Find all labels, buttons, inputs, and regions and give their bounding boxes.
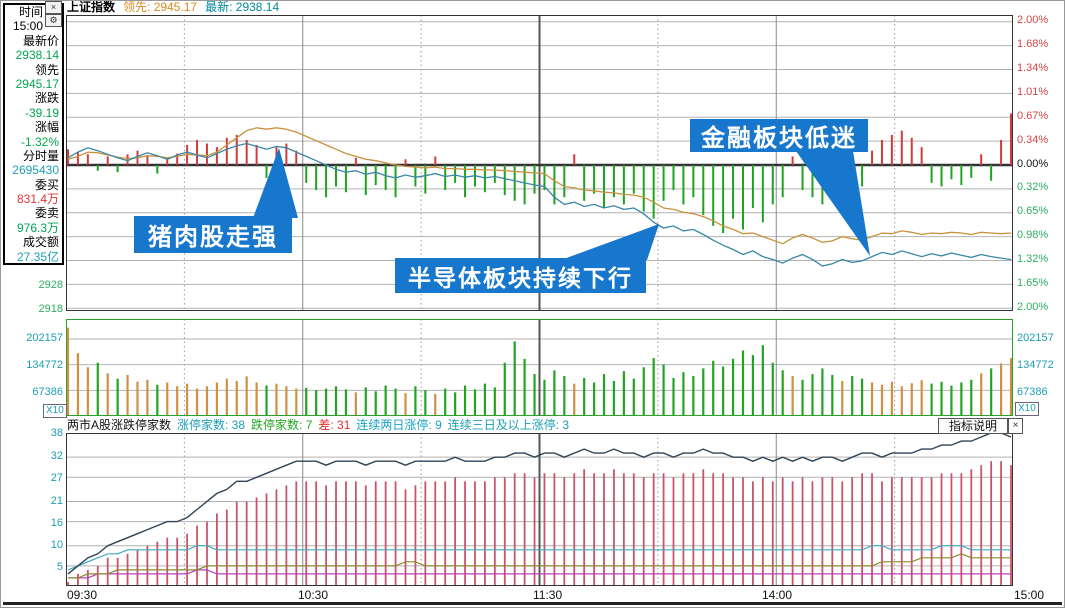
quote-sidebar: 时间 15:00 最新价 2938.14 领先 2945.17 涨跌 -39.19 涨幅 -1.3…: [3, 3, 64, 265]
limit-count-header: 两市A股涨跌停家数 涨停家数: 38 跌停家数: 7 差: 31 连续两日涨停: 9 连续…: [67, 418, 575, 433]
indicator-close-icon[interactable]: ×: [1008, 418, 1023, 434]
volume-scale-badge-left: X10: [43, 404, 67, 418]
volume-tick: 202157: [1017, 332, 1054, 344]
time-tick-1400: 14:00: [762, 588, 793, 602]
sidebar-label-6: 委买: [34, 177, 59, 192]
price-pct-tick: 1.68%: [1017, 37, 1049, 50]
limit-stat-2: 差: 31: [318, 418, 351, 432]
price-pct-tick: 1.01%: [1017, 85, 1049, 98]
index-name: 上证指数: [67, 0, 116, 14]
sidebar-value-4: -1.32%: [20, 134, 59, 149]
volume-tick: 134772: [1017, 359, 1054, 371]
sidebar-value-5: 2695430: [12, 163, 59, 178]
limit-stat-0: 涨停家数: 38: [177, 418, 246, 432]
price-pct-tick: 1.65%: [1017, 277, 1049, 290]
volume-tick: 67386: [32, 386, 63, 398]
price-pct-tick: 2.00%: [1017, 14, 1049, 26]
limit-count-title: 两市A股涨跌停家数: [67, 418, 172, 432]
sidebar-label-5: 分时量: [22, 148, 59, 163]
sidebar-value-0: 15:00: [12, 19, 43, 34]
limit-count-tick: 5: [56, 561, 63, 573]
limit-count-tick: 16: [50, 517, 63, 529]
last-quote: 最新: 2938.14: [205, 0, 280, 14]
lead-quote: 领先: 2945.17: [123, 0, 198, 14]
sidebar-value-7: 976.3万: [16, 220, 59, 235]
sidebar-label-1: 最新价: [22, 33, 59, 48]
volume-scale-badge-right: X10: [1015, 402, 1039, 416]
volume-tick: 202157: [26, 332, 63, 344]
price-pct-tick: 2.00%: [1017, 301, 1049, 313]
sidebar-value-2: 2945.17: [15, 76, 59, 91]
limit-stat-1: 跌停家数: 7: [251, 418, 313, 432]
indicator-help-button[interactable]: 指标说明: [938, 418, 1008, 434]
annotation-pork-stocks: 猪肉股走强: [134, 216, 292, 253]
limit-stat-4: 连续三日及以上涨停: 3: [447, 418, 570, 432]
time-tick-0930: 09:30: [67, 588, 98, 602]
price-pct-tick: 0.34%: [1017, 133, 1049, 146]
sidebar-label-3: 涨跌: [34, 91, 59, 106]
gear-icon[interactable]: ⚙: [45, 14, 62, 27]
sidebar-value-3: -39.19: [24, 105, 59, 120]
limit-count-tick: 38: [50, 427, 63, 439]
annotation-semiconductor: 半导体板块持续下行: [395, 258, 646, 293]
limit-count-tick: 32: [50, 450, 63, 462]
sidebar-label-8: 成交额: [22, 235, 59, 250]
sidebar-value-1: 2938.14: [15, 48, 59, 63]
limit-count-tick: 27: [50, 472, 63, 484]
time-tick-1130: 11:30: [533, 588, 563, 602]
limit-count-tick: 21: [50, 495, 63, 507]
price-pct-tick: 0.98%: [1017, 229, 1049, 242]
price-pct-tick: 1.34%: [1017, 61, 1049, 74]
sidebar-label-0: 时间: [18, 5, 43, 19]
sidebar-label-7: 委卖: [34, 206, 59, 221]
chart-header: 上证指数 领先: 2945.17 最新: 2938.14: [67, 1, 279, 14]
limit-stat-3: 连续两日涨停: 9: [356, 418, 442, 432]
price-pct-tick: 1.32%: [1017, 253, 1049, 266]
price-pct-tick: 0.32%: [1017, 181, 1049, 194]
sidebar-label-4: 涨幅: [34, 120, 59, 135]
sidebar-label-2: 领先: [34, 62, 59, 77]
time-tick-1500: 15:00: [1014, 588, 1045, 602]
limit-count-tick: 10: [50, 539, 63, 551]
price-pct-tick: 0.65%: [1017, 205, 1049, 218]
annotation-financial: 金融板块低迷: [690, 119, 868, 152]
close-icon[interactable]: ×: [45, 1, 62, 14]
volume-tick: 67386: [1017, 386, 1048, 398]
sidebar-value-6: 831.4万: [16, 192, 59, 207]
sidebar-buttons: × ⚙: [45, 1, 62, 27]
price-pct-tick: 0.00%: [1017, 157, 1049, 170]
price-level-tick: 2918: [38, 303, 63, 315]
sidebar-value-8: 27.35亿: [16, 249, 59, 264]
window-bottom-frame: [3, 602, 1062, 605]
price-pct-tick: 0.67%: [1017, 109, 1049, 122]
price-level-tick: 2928: [38, 279, 63, 291]
limit-count-chart-canvas[interactable]: [66, 433, 1013, 586]
volume-chart-canvas[interactable]: [66, 319, 1013, 416]
time-tick-1030: 10:30: [298, 588, 329, 602]
volume-tick: 134772: [26, 359, 63, 371]
